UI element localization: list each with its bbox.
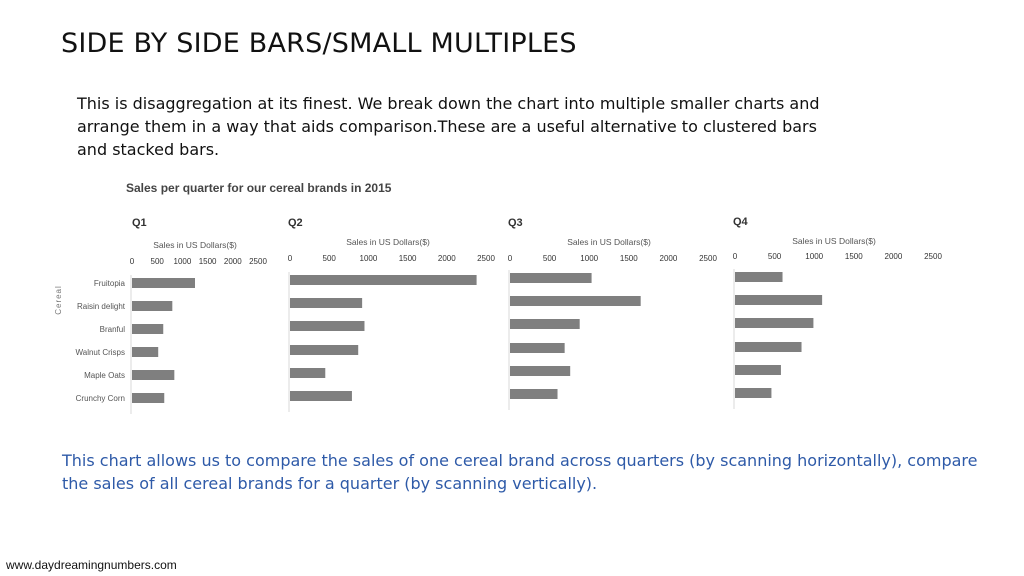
x-axis-label: Sales in US Dollars($) [346, 237, 430, 247]
bar [132, 347, 159, 357]
bar [735, 295, 823, 305]
x-axis-label: Sales in US Dollars($) [567, 237, 651, 247]
y-axis-title: Cereal [54, 285, 63, 315]
bar [132, 393, 165, 403]
bar [132, 324, 164, 334]
bar [735, 318, 814, 328]
panel-title: Q4 [733, 216, 749, 228]
chart-panels: Fruitopia Raisin delight Branful Walnut Cri… [54, 216, 942, 414]
x-tick-label: 1000 [174, 257, 192, 266]
bar [132, 301, 173, 311]
slide-title: SIDE BY SIDE BARS/SMALL MULTIPLES [61, 28, 577, 59]
chart-title: Sales per quarter for our cereal brands … [126, 181, 392, 195]
panel-title: Q1 [132, 217, 147, 229]
bar [290, 275, 477, 285]
x-tick-label: 2500 [477, 254, 495, 263]
bar [735, 272, 783, 282]
bar [510, 319, 580, 329]
category-label: Branful [100, 325, 126, 334]
bar [510, 343, 565, 353]
x-tick-label: 2500 [699, 254, 717, 263]
bar [290, 345, 359, 355]
bar [510, 366, 571, 376]
x-tick-label: 0 [130, 257, 135, 266]
bar [735, 365, 781, 375]
x-tick-label: 2000 [224, 257, 242, 266]
x-tick-label: 2000 [438, 254, 456, 263]
panel-title: Q3 [508, 217, 523, 229]
bar [290, 298, 363, 308]
x-tick-label: 500 [768, 252, 782, 261]
bar [735, 342, 802, 352]
bar [510, 389, 558, 399]
intro-paragraph: This is disaggregation at its finest. We… [77, 94, 820, 159]
x-tick-label: 2000 [660, 254, 678, 263]
bar [290, 368, 326, 378]
footer-url: www.daydreamingnumbers.com [6, 558, 177, 572]
x-tick-label: 2500 [249, 257, 267, 266]
x-tick-label: 1000 [360, 254, 378, 263]
bar [510, 273, 592, 283]
bar [735, 388, 772, 398]
bar [132, 370, 175, 380]
category-label: Raisin delight [77, 302, 126, 311]
x-tick-label: 2500 [924, 252, 942, 261]
bar [290, 321, 365, 331]
category-label: Maple Oats [84, 371, 125, 380]
x-tick-label: 1500 [845, 252, 863, 261]
panel-title: Q2 [288, 217, 303, 229]
category-label: Walnut Crisps [76, 348, 126, 357]
x-tick-label: 1500 [199, 257, 217, 266]
x-tick-label: 500 [151, 257, 165, 266]
bar [290, 391, 352, 401]
x-tick-label: 2000 [885, 252, 903, 261]
x-tick-label: 1000 [805, 252, 823, 261]
bar [510, 296, 641, 306]
note-paragraph: This chart allows us to compare the sale… [62, 451, 978, 493]
x-tick-label: 500 [543, 254, 557, 263]
x-tick-label: 1500 [620, 254, 638, 263]
x-tick-label: 500 [323, 254, 337, 263]
category-label: Crunchy Corn [76, 394, 125, 403]
x-axis-label: Sales in US Dollars($) [153, 240, 237, 250]
x-tick-label: 0 [288, 254, 293, 263]
bar [132, 278, 195, 288]
x-tick-label: 1000 [580, 254, 598, 263]
x-axis-label: Sales in US Dollars($) [792, 236, 876, 246]
x-tick-label: 0 [733, 252, 738, 261]
x-tick-label: 0 [508, 254, 513, 263]
x-tick-label: 1500 [399, 254, 417, 263]
category-label: Fruitopia [94, 279, 126, 288]
